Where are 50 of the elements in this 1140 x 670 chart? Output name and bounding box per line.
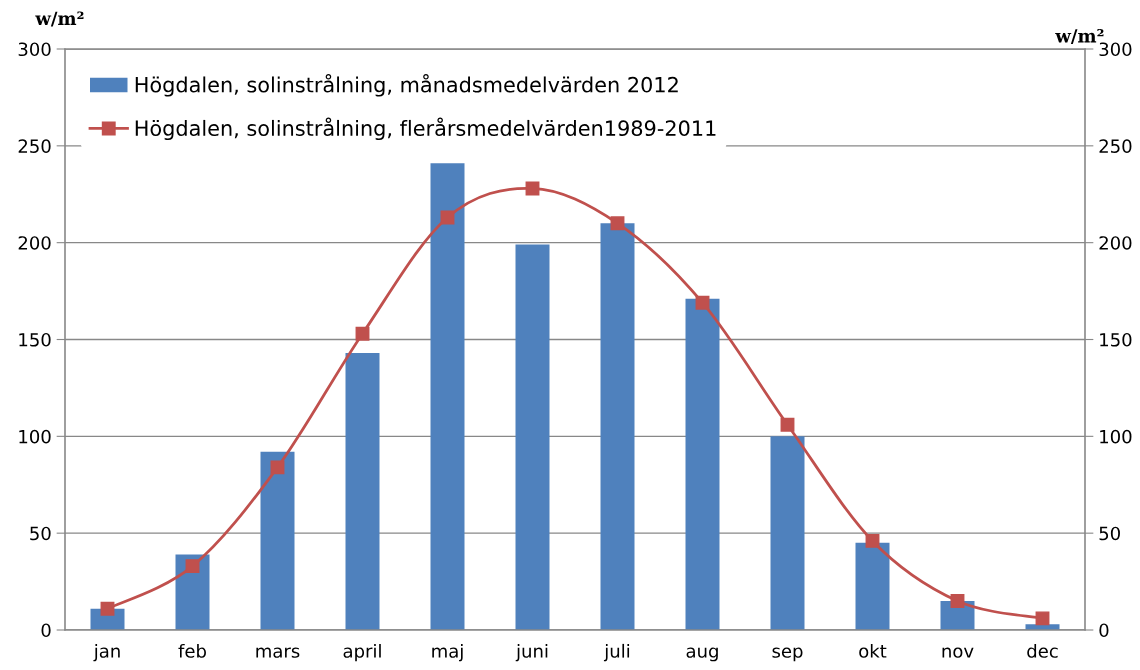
x-tick-label: dec (1027, 643, 1058, 658)
bar (175, 554, 210, 630)
bar (260, 451, 295, 630)
bar (770, 436, 805, 630)
y-tick-label: 100 (19, 429, 51, 444)
x-tick-label: juni (515, 643, 548, 662)
point (100, 601, 115, 616)
bar (515, 244, 550, 630)
x-tick-label: sep (772, 647, 803, 662)
legend-label: Högdalen, solinstrålning, flerårsmedelvärden1989-2011 (135, 117, 716, 141)
point (695, 295, 710, 310)
y2-tick-label: 250 (1099, 139, 1132, 153)
bar (430, 163, 465, 630)
x-tick-label: mars (256, 647, 300, 658)
y-tick-label: 0 (41, 623, 51, 638)
x-tick-label: maj (432, 643, 463, 662)
point (525, 181, 540, 196)
y-tick-label: 300 (18, 42, 51, 57)
y-axis-title: w/m² (35, 11, 84, 27)
point (185, 559, 200, 574)
bar (685, 298, 720, 630)
y2-axis-title: w/m² (1055, 28, 1104, 45)
x-tick-label: jan (93, 643, 120, 662)
y-tick-label: 200 (18, 236, 51, 250)
x-tick-label: juli (603, 643, 630, 662)
x-tick-label: okt (859, 643, 887, 658)
y2-tick-label: 100 (1100, 429, 1132, 444)
bar (600, 223, 635, 630)
y2-tick-label: 200 (1099, 236, 1132, 250)
x-tick-label: nov (942, 647, 974, 658)
y2-tick-label: 300 (1099, 42, 1132, 57)
point (355, 326, 370, 341)
point (865, 533, 880, 548)
point (780, 417, 795, 432)
x-tick-label: feb (178, 643, 206, 658)
point (270, 460, 285, 475)
legend-label: Högdalen, solinstrålning, månadsmedelvärden 2012 (135, 74, 678, 97)
x-tick-label: april (343, 643, 381, 662)
y2-tick-label: 0 (1099, 623, 1109, 638)
bar (345, 353, 380, 630)
y-tick-label: 250 (18, 139, 51, 153)
y2-tick-label: 150 (1100, 332, 1132, 347)
point (1035, 611, 1050, 626)
y-tick-label: 150 (19, 332, 51, 347)
point (950, 594, 965, 608)
bar (855, 542, 890, 630)
x-tick-label: aug (686, 647, 718, 662)
y2-tick-label: 50 (1099, 526, 1120, 541)
y-tick-label: 50 (30, 526, 51, 541)
point (610, 216, 625, 231)
